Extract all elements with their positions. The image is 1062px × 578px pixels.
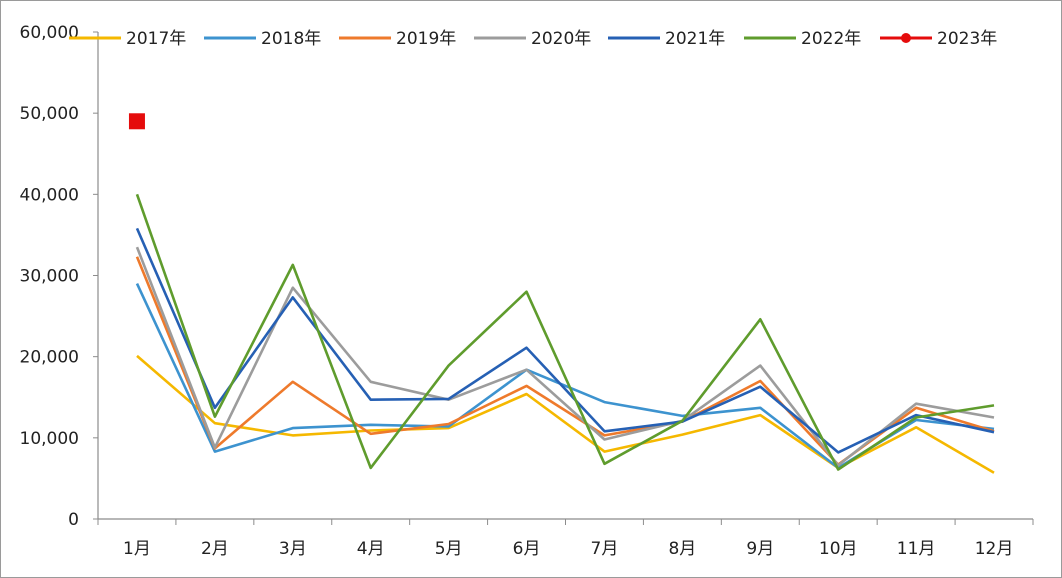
x-tick-label: 3月 — [279, 539, 307, 559]
y-tick-label: 50,000 — [20, 104, 79, 124]
series-line-2019年 — [135, 256, 995, 466]
legend-label: 2022年 — [801, 29, 861, 49]
series-line-2017年 — [136, 354, 995, 474]
series-line-2022年 — [135, 193, 995, 471]
legend: 2017年 2018年 2019年 2020年 2021年 2022年 2023年 — [69, 29, 997, 49]
x-tick-label: 11月 — [897, 539, 936, 559]
legend-label: 2020年 — [531, 29, 591, 49]
legend-label: 2019年 — [396, 29, 456, 49]
x-tick-label: 5月 — [435, 539, 463, 559]
data-point-2023年 — [128, 113, 145, 130]
x-tick-label: 4月 — [357, 539, 385, 559]
series-line-2021年 — [135, 227, 995, 454]
legend-label: 2023年 — [937, 29, 997, 49]
y-tick-label: 60,000 — [20, 23, 79, 43]
x-tick-label: 2月 — [201, 539, 229, 559]
x-tick-label: 8月 — [668, 539, 696, 559]
legend-label: 2021年 — [665, 29, 725, 49]
y-tick-label: 0 — [68, 510, 79, 530]
y-tick-label: 10,000 — [20, 429, 79, 449]
y-tick-label: 40,000 — [20, 185, 79, 205]
legend-label: 2018年 — [261, 29, 321, 49]
axes: 0 10,000 20,000 30,000 40,000 50,000 60,000 1月 2… — [20, 23, 1034, 559]
y-tick-label: 20,000 — [20, 348, 79, 368]
x-tick-label: 10月 — [819, 539, 858, 559]
x-tick-label: 6月 — [513, 539, 541, 559]
series-lines — [128, 113, 995, 474]
legend-label: 2017年 — [126, 29, 186, 49]
x-tick-label: 7月 — [591, 539, 619, 559]
y-tick-label: 30,000 — [20, 267, 79, 287]
legend-marker — [901, 33, 911, 43]
x-tick-label: 1月 — [123, 539, 151, 559]
x-tick-label: 9月 — [746, 539, 774, 559]
x-tick-label: 12月 — [975, 539, 1014, 559]
series-line-2020年 — [135, 246, 995, 467]
